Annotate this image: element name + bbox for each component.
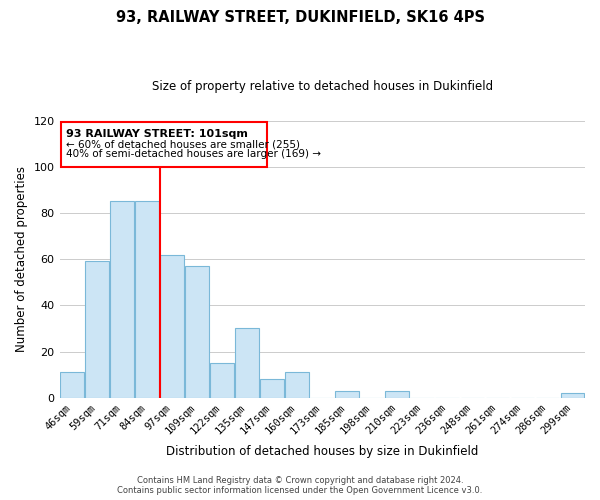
Bar xyxy=(85,262,109,398)
Title: Size of property relative to detached houses in Dukinfield: Size of property relative to detached ho… xyxy=(152,80,493,93)
X-axis label: Distribution of detached houses by size in Dukinfield: Distribution of detached houses by size … xyxy=(166,444,478,458)
Bar xyxy=(60,372,84,398)
Text: 93, RAILWAY STREET, DUKINFIELD, SK16 4PS: 93, RAILWAY STREET, DUKINFIELD, SK16 4PS xyxy=(115,10,485,25)
Bar xyxy=(210,363,234,398)
Text: ← 60% of detached houses are smaller (255): ← 60% of detached houses are smaller (25… xyxy=(66,139,300,149)
FancyBboxPatch shape xyxy=(61,122,267,166)
Bar xyxy=(110,202,134,398)
Y-axis label: Number of detached properties: Number of detached properties xyxy=(15,166,28,352)
Text: 93 RAILWAY STREET: 101sqm: 93 RAILWAY STREET: 101sqm xyxy=(66,128,248,138)
Bar xyxy=(135,202,159,398)
Bar xyxy=(286,372,309,398)
Bar xyxy=(160,254,184,398)
Bar xyxy=(260,379,284,398)
Text: Contains HM Land Registry data © Crown copyright and database right 2024.
Contai: Contains HM Land Registry data © Crown c… xyxy=(118,476,482,495)
Bar xyxy=(385,391,409,398)
Bar xyxy=(185,266,209,398)
Bar xyxy=(560,393,584,398)
Bar xyxy=(335,391,359,398)
Bar xyxy=(235,328,259,398)
Text: 40% of semi-detached houses are larger (169) →: 40% of semi-detached houses are larger (… xyxy=(66,150,321,160)
